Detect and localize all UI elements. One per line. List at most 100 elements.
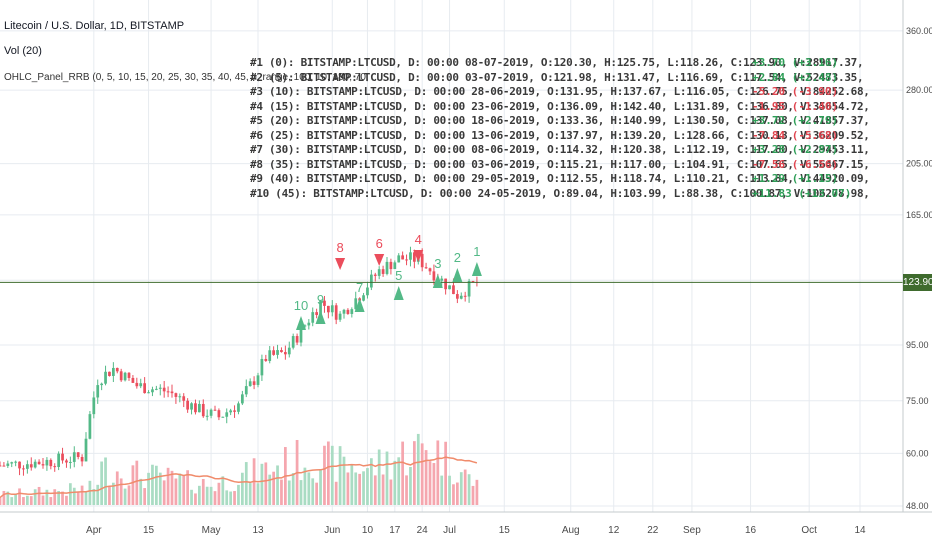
volume-bar xyxy=(319,469,322,505)
candle-body xyxy=(61,453,64,461)
candle-body xyxy=(342,309,346,314)
volume-bar xyxy=(57,491,61,505)
candle-body xyxy=(0,465,2,467)
volume-bar xyxy=(170,470,174,505)
volume-bar xyxy=(455,482,459,505)
time-tick-label: 10 xyxy=(362,525,374,536)
volume-bar xyxy=(459,472,463,505)
volume-bar xyxy=(205,486,209,505)
volume-legend[interactable]: Vol (20) xyxy=(4,45,42,57)
volume-bar xyxy=(287,480,291,505)
candle-body xyxy=(256,375,260,385)
volume-bar xyxy=(373,475,377,505)
candle-body xyxy=(205,415,209,417)
overlay-change: +3.28 (+2.87) xyxy=(752,143,839,156)
candle-body xyxy=(366,287,369,296)
volume-bar xyxy=(104,457,107,505)
price-tick-label: 75.00 xyxy=(906,396,929,406)
candle-body xyxy=(369,274,373,288)
volume-bar xyxy=(115,471,119,505)
candle-body xyxy=(455,294,459,299)
candle-body xyxy=(178,396,182,398)
candle-body xyxy=(459,295,463,299)
overlay-line: #5 (20): BITSTAMP:LTCUSD, D: 00:00 18-06… xyxy=(250,114,870,127)
candle-body xyxy=(209,409,213,416)
candle-body xyxy=(272,350,276,355)
candlesticks xyxy=(0,246,479,476)
price-tick-label: 60.00 xyxy=(906,448,929,458)
candle-body xyxy=(381,269,385,274)
volume-bar xyxy=(428,461,432,505)
volume-bar xyxy=(209,486,213,505)
volume-bar xyxy=(276,465,279,505)
candle-body xyxy=(280,350,283,353)
volume-bar xyxy=(377,449,381,505)
candle-body xyxy=(68,461,72,463)
candle-body xyxy=(147,392,150,394)
candle-body xyxy=(373,274,377,276)
candle-body xyxy=(397,255,401,263)
marker-label: 4 xyxy=(415,232,422,247)
volume-bar xyxy=(14,494,18,505)
overlay-line: #4 (15): BITSTAMP:LTCUSD, D: 00:00 23-06… xyxy=(250,99,870,113)
marker-label: 6 xyxy=(376,236,383,251)
candle-body xyxy=(57,453,61,467)
candle-body xyxy=(10,462,14,464)
indicator-legend[interactable]: OHLC_Panel_RRB (0, 5, 10, 15, 20, 25, 30… xyxy=(4,72,380,83)
volume-bar xyxy=(389,479,393,505)
candle-body xyxy=(350,309,354,314)
candle-body xyxy=(338,313,342,320)
overlay-change: -7.84 (-5.68) xyxy=(752,128,839,142)
candle-body xyxy=(213,409,217,411)
price-tick-label: 360.00 xyxy=(906,26,932,36)
candle-body xyxy=(295,336,299,343)
volume-bar xyxy=(291,473,295,505)
time-tick-label: Oct xyxy=(801,525,817,536)
candle-body xyxy=(139,383,143,387)
overlay-line: #7 (30): BITSTAMP:LTCUSD, D: 00:00 08-06… xyxy=(250,143,870,156)
volume-bar xyxy=(452,484,455,505)
candle-body xyxy=(194,403,197,413)
volume-bar xyxy=(354,472,358,505)
volume-bar xyxy=(6,491,10,505)
overlay-change: -1.95 (-1.40) xyxy=(752,99,839,113)
overlay-change: -7.56 (-6.56) xyxy=(752,157,839,171)
volume-bar xyxy=(72,487,76,505)
volume-bar xyxy=(401,441,405,505)
candle-body xyxy=(127,372,131,378)
candle-body xyxy=(385,261,389,274)
candle-body xyxy=(104,371,107,384)
volume-bar xyxy=(190,489,193,505)
grid-lines xyxy=(0,0,903,512)
price-tick-label: 48.00 xyxy=(906,501,929,511)
candle-body xyxy=(111,367,115,376)
candle-body xyxy=(53,466,57,468)
volume-bar xyxy=(436,440,440,505)
candle-body xyxy=(45,459,49,466)
candle-body xyxy=(405,259,408,261)
candle-body xyxy=(233,410,236,412)
volume-bar xyxy=(76,491,80,505)
price-tick-label: 280.00 xyxy=(906,85,932,95)
volume-bar xyxy=(366,468,369,505)
candle-body xyxy=(49,459,53,467)
volume-bar xyxy=(166,467,170,505)
volume-bar xyxy=(280,479,283,505)
candle-body xyxy=(84,438,88,462)
volume-bar xyxy=(135,460,139,505)
candle-body xyxy=(170,391,174,394)
time-axis[interactable]: Apr 15 May 13 Jun 10 17 24 Jul 15 Aug 12 22 Sep 16 Oct 1… xyxy=(86,525,866,536)
candle-body xyxy=(248,381,252,387)
candle-body xyxy=(197,403,201,413)
overlay-line: #9 (40): BITSTAMP:LTCUSD, D: 00:00 29-05… xyxy=(250,172,870,185)
candle-body xyxy=(25,464,29,469)
candle-body xyxy=(100,383,104,386)
candle-body xyxy=(428,268,432,272)
volume-bar xyxy=(346,472,350,505)
volume-bar xyxy=(432,463,436,505)
candle-body xyxy=(201,403,205,417)
symbol-title[interactable]: Litecoin / U.S. Dollar, 1D, BITSTAMP xyxy=(4,20,185,32)
marker-up-arrow xyxy=(452,268,463,282)
candle-body xyxy=(389,261,393,270)
